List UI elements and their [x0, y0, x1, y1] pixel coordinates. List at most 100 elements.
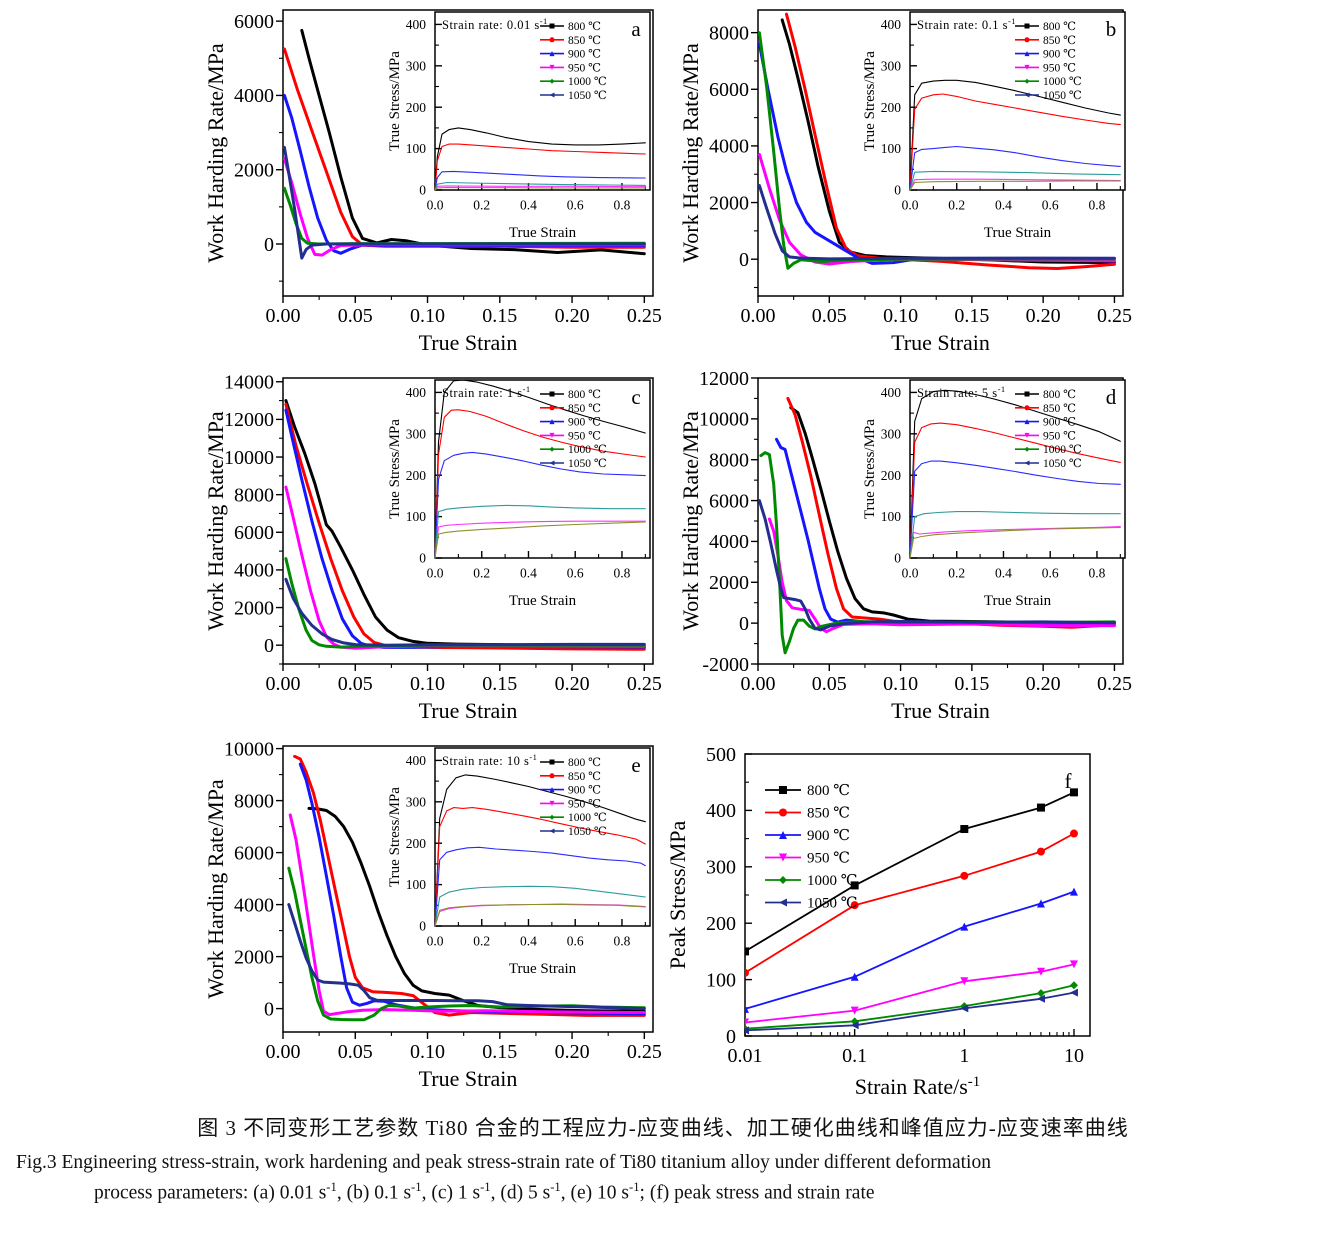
panel-d-x-tick-label: 0.20: [1026, 673, 1061, 695]
panels-grid: 0.00 0.05 0.10 0.15 0.20 0.25 0 2000 4000 6000 Tru…: [0, 0, 1326, 1099]
panel-c-y-axis-title: Work Harding Rate/MPa: [203, 411, 228, 631]
inset-d-y-axis-title: True Stress/MPa: [862, 419, 878, 519]
series-marker: [1024, 92, 1030, 98]
panel-b: 0.00 0.05 0.10 0.15 0.20 0.25 0 2000 4000 6000 800…: [663, 0, 1326, 368]
series-marker: [1036, 994, 1045, 1003]
inset-d-x-tick-label: 0.6: [1042, 566, 1059, 581]
inset-e-y-axis: 0 100 200 300 400: [406, 753, 442, 934]
inset-a-x-axis-title: True Strain: [509, 225, 577, 241]
series-line-1050℃: [758, 499, 1116, 632]
series-marker: [549, 432, 555, 438]
panel-e-y-tick-label: 4000: [234, 894, 274, 916]
inset-series-line-1050℃: [909, 180, 1121, 191]
panel-d-y-tick-label: 10000: [699, 409, 749, 431]
series-marker: [549, 787, 555, 793]
series-line-1050℃: [283, 145, 646, 260]
panel-a: 0.00 0.05 0.10 0.15 0.20 0.25 0 2000 4000 6000 Tru…: [0, 0, 663, 368]
panel-d-series: [758, 396, 1116, 655]
inset-strain-rate-title: Strain rate: 5 s-1: [917, 384, 1006, 400]
panel-e-y-tick-label: 8000: [234, 790, 274, 812]
panel-c-x-tick-label: 0.20: [555, 673, 590, 695]
inset-series-line-900℃: [909, 460, 1121, 559]
series-line-800℃: [745, 791, 1075, 953]
chart-panel-c: 0.00 0.05 0.10 0.15 0.20 0.250200040006000800…: [203, 372, 662, 723]
series-marker: [549, 23, 555, 29]
series-marker: [1024, 78, 1030, 84]
series-marker: [850, 1021, 859, 1030]
inset-series-line-900℃: [434, 170, 646, 191]
inset-d-x-tick-label: 0.8: [1089, 566, 1106, 581]
caption-chinese: 图 3 不同变形工艺参数 Ti80 合金的工程应力-应变曲线、加工硬化曲线和峰值…: [197, 1116, 1129, 1140]
panel-d: 0.00 0.05 0.10 0.15 0.20 0.25 -2000 0 2000 4000 60…: [663, 368, 1326, 736]
series-marker: [960, 871, 969, 880]
panel-c: 0.00 0.05 0.10 0.15 0.20 0.25 0 2000 4000 6000 800…: [0, 368, 663, 736]
panel-e-x-tick-label: 0.05: [338, 1041, 373, 1063]
inset-e-y-tick-label: 200: [406, 836, 427, 851]
caption-english-line1: Fig.3 Engineering stress-strain, work ha…: [16, 1152, 991, 1173]
panel-d-x-tick-label: 0.10: [883, 673, 918, 695]
panel-c-y-tick-label: 10000: [224, 447, 274, 469]
inset-legend-label: 950 ℃: [568, 430, 601, 442]
series-line-1050℃: [284, 577, 646, 647]
inset-c-y-tick-label: 400: [406, 385, 427, 400]
series-marker: [549, 828, 555, 834]
series-marker: [850, 881, 859, 890]
panel-f-y-tick-label: 0: [726, 1026, 736, 1048]
series-marker: [1069, 988, 1078, 997]
series-line-850℃: [785, 12, 1116, 270]
inset-e-x-tick-label: 0.0: [427, 934, 444, 949]
series-marker: [850, 972, 859, 981]
inset-series-line-1000℃: [909, 511, 1121, 559]
series-marker: [779, 898, 787, 907]
inset-b-x-axis: 0.0 0.2 0.4 0.6 0.8: [902, 183, 1121, 213]
inset-a-y-tick-label: 100: [406, 141, 427, 156]
inset-series-line-1050℃: [434, 186, 646, 191]
inset-series-line-850℃: [909, 422, 1121, 559]
series-marker: [549, 814, 555, 820]
series-line-1000℃: [745, 984, 1075, 1030]
panel-f-y-tick-label: 500: [706, 744, 736, 766]
series-marker: [1036, 989, 1045, 998]
series-marker: [549, 51, 555, 57]
panel-c-x-tick-label: 0.15: [482, 673, 517, 695]
series-marker: [549, 773, 555, 779]
series-marker: [779, 808, 787, 817]
panel-b-y-tick-label: 2000: [709, 192, 749, 214]
panel-c-frame: [282, 377, 654, 665]
inset-b-x-tick-label: 0.8: [1089, 198, 1106, 213]
series-marker: [1024, 23, 1030, 29]
inset-legend-label: 800 ℃: [568, 389, 601, 401]
inset-legend-label: 1050 ℃: [568, 458, 607, 470]
panel-b-y-tick-label: 8000: [709, 22, 749, 44]
inset-e-x-tick-label: 0.8: [614, 934, 631, 949]
panel-d-y-tick-label: 0: [739, 613, 749, 635]
panel-c-x-tick-label: 0.10: [410, 673, 445, 695]
inset-d-y-axis: 0 100 200 300 400: [881, 385, 917, 566]
inset-legend-label: 800 ℃: [1043, 21, 1076, 33]
legend-label: 800 ℃: [807, 783, 850, 799]
inset-legend-label: 850 ℃: [1043, 35, 1076, 47]
series-marker: [549, 64, 555, 70]
inset-a-y-axis: 0 100 200 300 400: [406, 17, 442, 198]
panel-a-y-axis: 0 2000 4000 6000: [234, 11, 283, 282]
panel-b-inset: 0.0 0.2 0.4 0.6 0.8 0 100 200 300 400 True Strain T…: [862, 11, 1126, 241]
inset-legend-label: 1000 ℃: [1043, 444, 1082, 456]
inset-legend-label: 900 ℃: [568, 785, 601, 797]
series-marker: [1036, 803, 1045, 812]
inset-d-y-tick-label: 200: [881, 468, 902, 483]
panel-b-y-axis: 0 2000 4000 6000 8000: [709, 22, 758, 289]
chart-panel-e: 0.00 0.05 0.10 0.15 0.20 0.250200040006000800…: [203, 738, 662, 1091]
inset-series-line-1000℃: [434, 885, 646, 927]
inset-legend-label: 850 ℃: [568, 771, 601, 783]
series-marker: [850, 901, 859, 910]
inset-legend-label: 1000 ℃: [568, 76, 607, 88]
panel-c-x-tick-label: 0.05: [338, 673, 373, 695]
inset-c-x-axis: 0.0 0.2 0.4 0.6 0.8: [427, 551, 646, 581]
panel-letter-d: d: [1106, 385, 1117, 409]
panel-c-y-tick-label: 2000: [234, 597, 274, 619]
panel-f-x-axis-title: Strain Rate/s-1: [855, 1074, 981, 1099]
panel-c-series: [284, 399, 646, 651]
inset-legend-label: 1050 ℃: [568, 826, 607, 838]
inset-b-x-tick-label: 0.2: [948, 198, 965, 213]
